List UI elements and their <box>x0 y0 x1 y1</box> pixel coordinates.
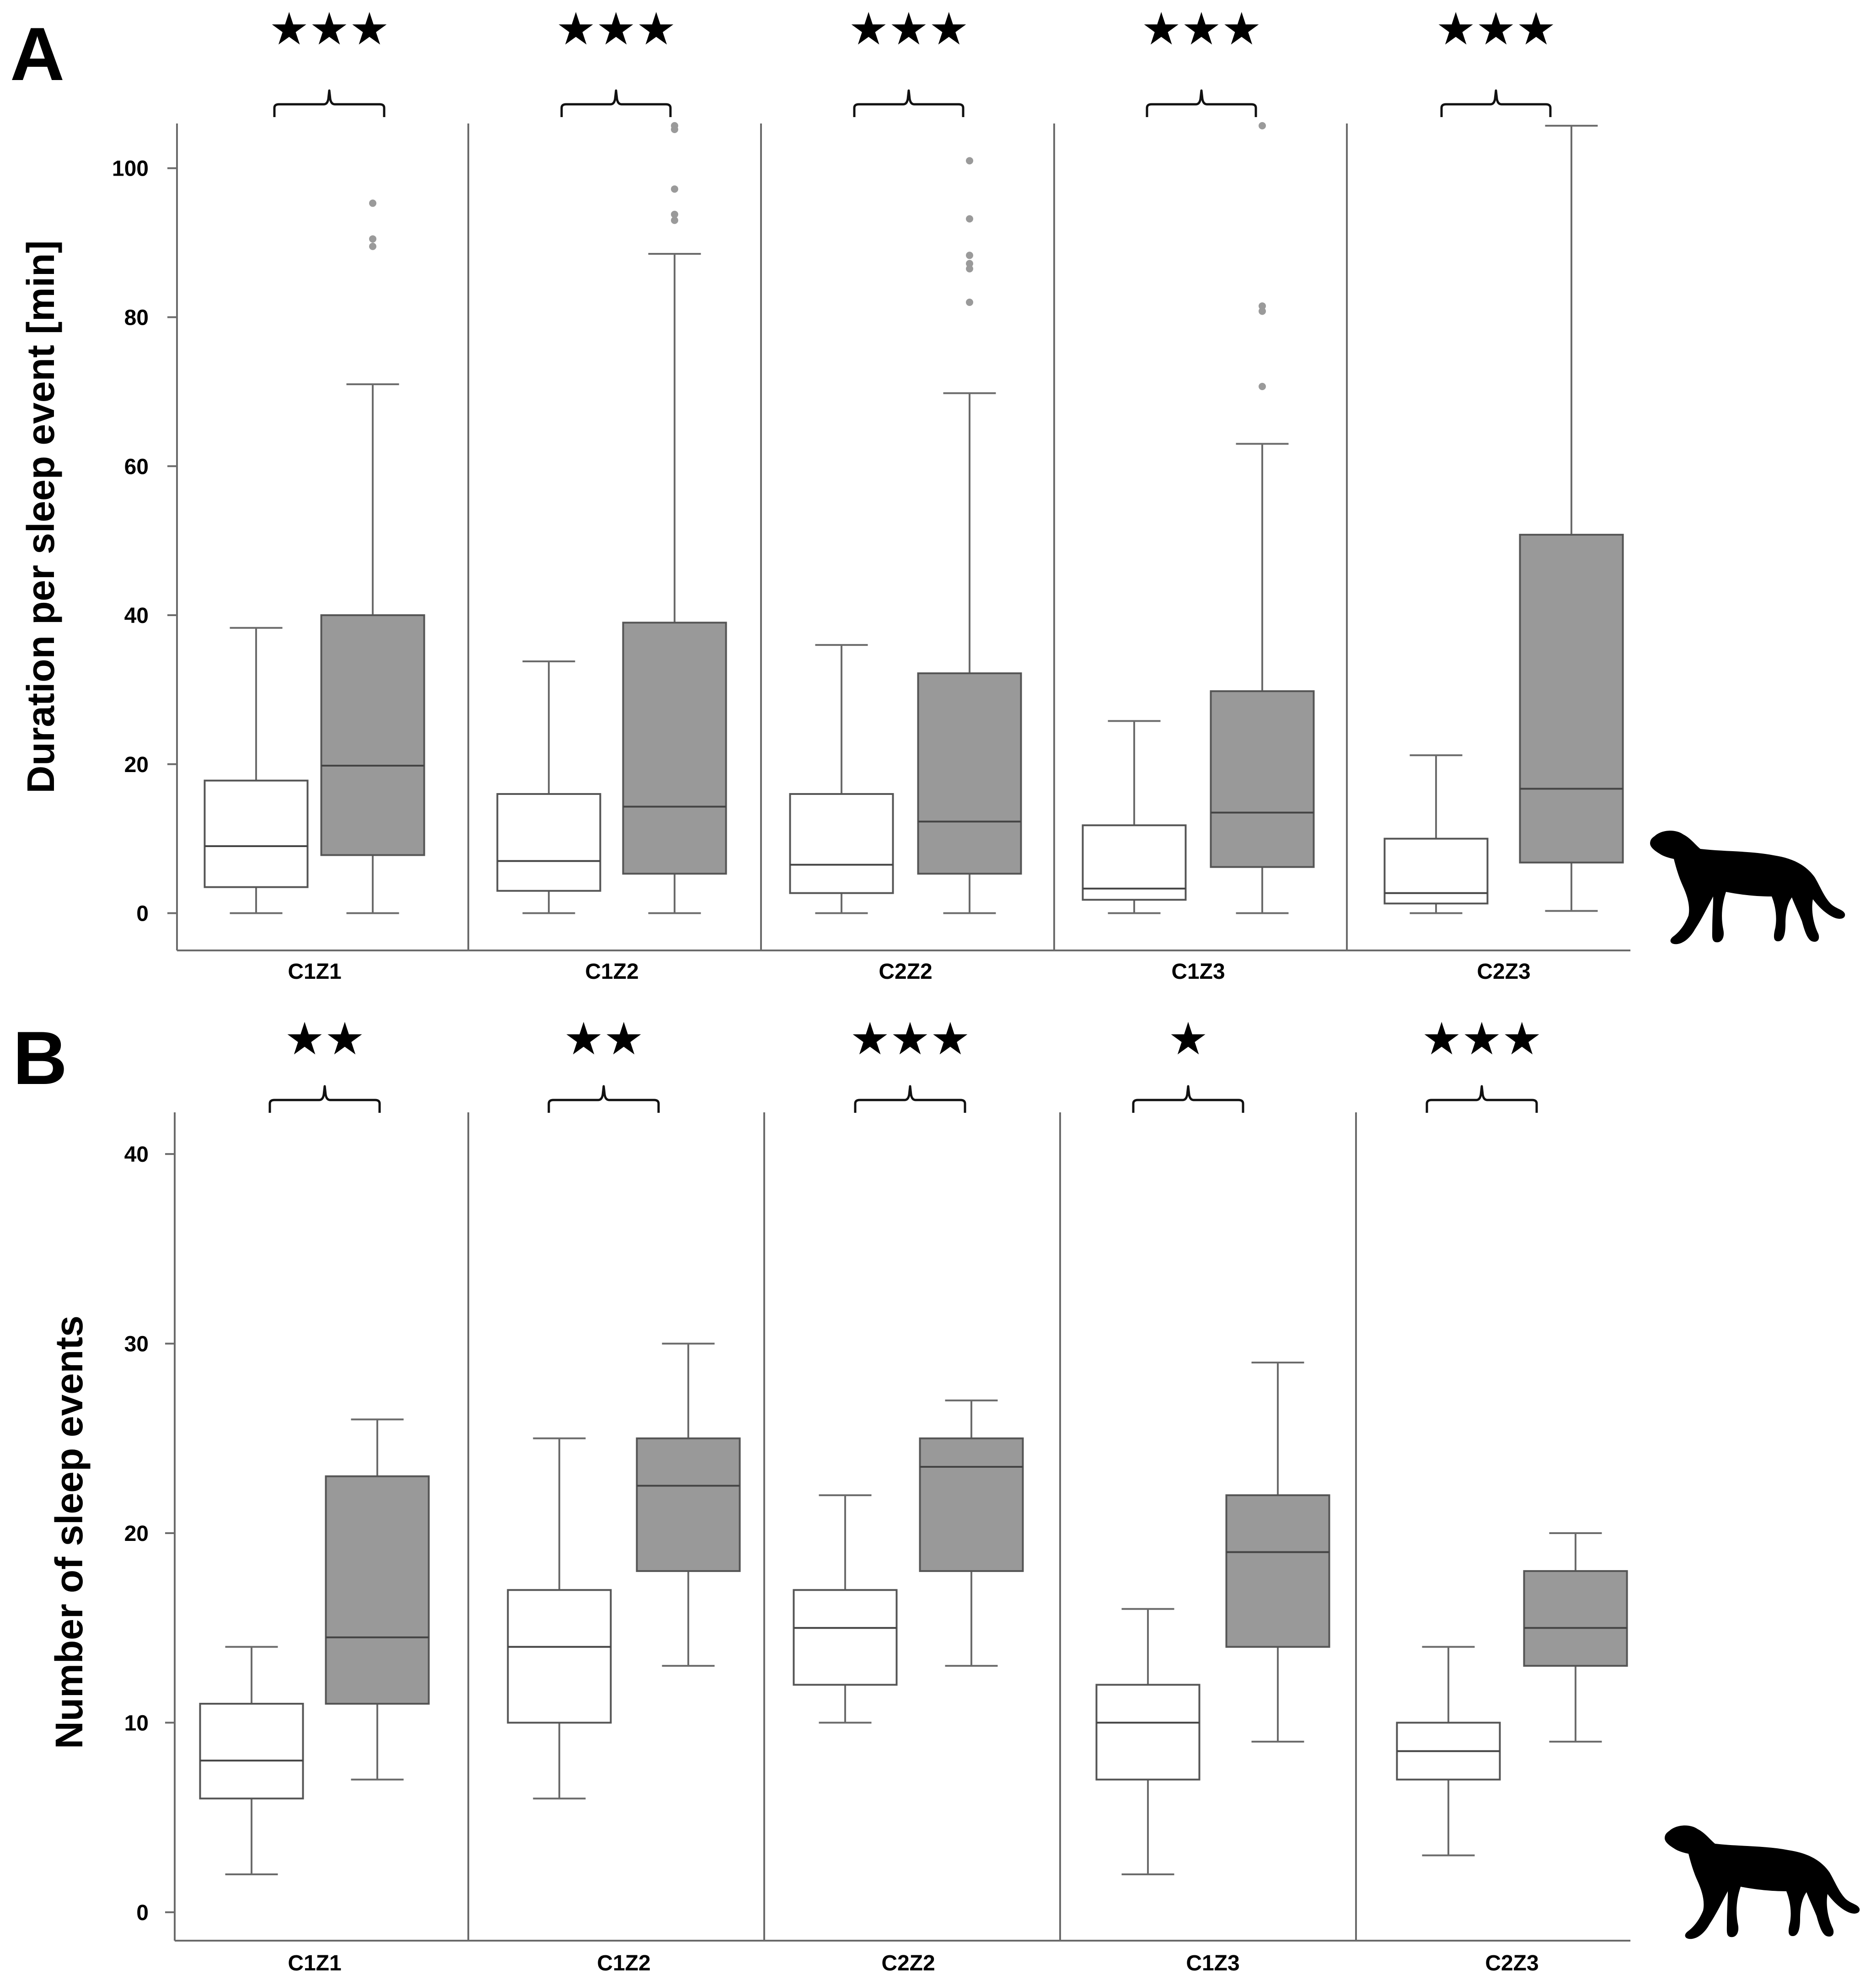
outlier-point <box>369 235 376 243</box>
box <box>1519 534 1624 864</box>
y-tick-label: 20 <box>124 753 149 777</box>
panel-letter-a: A <box>10 12 64 96</box>
significance-bracket <box>560 89 672 117</box>
y-tick-label: 40 <box>124 604 149 628</box>
box <box>917 672 1022 875</box>
significance-stars: ★★★ <box>269 4 390 54</box>
panel-b: B Number of sleep events 010203040C1Z1★★… <box>13 1014 1860 1975</box>
significance-stars: ★★ <box>284 1014 365 1064</box>
box <box>204 779 309 888</box>
outlier-point <box>966 260 973 268</box>
significance-bracket <box>273 89 386 117</box>
outlier-point <box>369 242 376 250</box>
plot-area: 0 20 40 60 80 100 C1Z1 ★★★ C1Z2 ★★★ C2Z2 ★★★ C1Z3 ★★★… <box>112 4 1630 984</box>
outlier-point <box>1259 302 1266 310</box>
significance-bracket <box>853 89 965 117</box>
significance-stars: ★★ <box>563 1014 644 1064</box>
outlier-point <box>1259 307 1266 315</box>
outlier-point <box>966 157 973 165</box>
x-category-label: C1Z1 <box>288 960 341 984</box>
significance-stars: ★★★ <box>1141 4 1262 54</box>
x-category-label: C1Z2 <box>585 960 638 984</box>
significance-bracket <box>268 1085 381 1113</box>
significance-bracket <box>547 1085 660 1113</box>
panel-letter-b: B <box>13 1016 67 1100</box>
significance-bracket <box>1132 1085 1244 1113</box>
outlier-point <box>966 298 973 306</box>
box <box>1082 824 1187 901</box>
box <box>1095 1684 1201 1781</box>
box <box>919 1437 1024 1572</box>
outlier-point <box>966 215 973 223</box>
significance-stars: ★★★ <box>1421 1014 1542 1064</box>
box <box>507 1589 612 1724</box>
y-tick-label: 10 <box>124 1711 149 1735</box>
y-tick-label: 30 <box>124 1332 149 1357</box>
box <box>496 793 601 892</box>
box <box>199 1702 304 1800</box>
significance-bracket <box>1440 89 1552 117</box>
y-tick-label: 40 <box>124 1143 149 1167</box>
x-category-label: C1Z1 <box>288 1951 341 1975</box>
significance-stars: ★★★ <box>848 4 969 54</box>
box <box>636 1437 741 1572</box>
y-tick-label: 80 <box>124 306 149 330</box>
outlier-point <box>369 199 376 207</box>
significance-stars: ★★★ <box>1436 4 1556 54</box>
significance-stars: ★★★ <box>556 4 676 54</box>
y-axis-title: Number of sleep events <box>48 1315 91 1749</box>
box <box>1523 1570 1628 1667</box>
box <box>789 793 894 894</box>
y-tick-label: 100 <box>112 157 149 181</box>
significance-bracket <box>1146 89 1257 117</box>
significance-bracket <box>854 1085 966 1113</box>
x-category-label: C2Z2 <box>879 960 932 984</box>
y-axis-title: Duration per sleep event [min] <box>19 241 62 794</box>
box <box>793 1589 898 1686</box>
y-tick-label: 20 <box>124 1522 149 1546</box>
x-category-label: C1Z3 <box>1186 1951 1239 1975</box>
significance-bracket <box>1426 1085 1538 1113</box>
outlier-point <box>966 252 973 259</box>
y-tick-label: 0 <box>136 1901 149 1925</box>
box <box>325 1475 430 1705</box>
outlier-point <box>671 185 678 193</box>
outlier-point <box>1259 122 1266 129</box>
outlier-point <box>671 210 678 218</box>
cheetah-silhouette-icon <box>1665 1825 1860 1939</box>
y-tick-label: 60 <box>124 455 149 479</box>
outlier-point <box>671 122 678 129</box>
x-category-label: C1Z2 <box>597 1951 650 1975</box>
outlier-point <box>671 216 678 224</box>
cheetah-silhouette-icon <box>1650 831 1845 944</box>
y-tick-label: 0 <box>136 902 149 926</box>
outlier-point <box>1259 382 1266 390</box>
box <box>1225 1494 1330 1648</box>
x-category-label: C2Z3 <box>1485 1951 1538 1975</box>
plot-area: 0 10 20 30 40 C1Z1 ★★ C1Z2 ★★ C2Z2 ★★★ C1Z3 ★ C2Z3 ★★★ <box>124 1014 1630 1975</box>
box <box>320 614 425 856</box>
box <box>1210 690 1315 868</box>
panel-a: A Duration per sleep event [min] 0 20 40 60… <box>10 4 1845 984</box>
box <box>622 622 727 875</box>
x-category-label: C2Z2 <box>881 1951 935 1975</box>
significance-stars: ★★★ <box>850 1014 970 1064</box>
outlier-point <box>966 265 973 273</box>
x-category-label: C2Z3 <box>1477 960 1530 984</box>
significance-stars: ★ <box>1168 1014 1208 1064</box>
x-category-label: C1Z3 <box>1171 960 1225 984</box>
